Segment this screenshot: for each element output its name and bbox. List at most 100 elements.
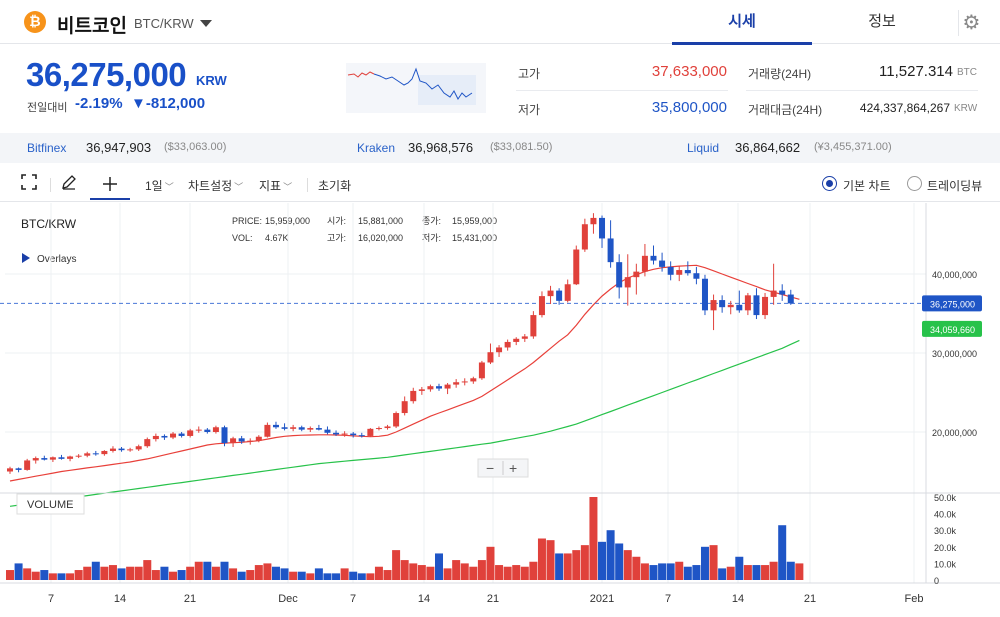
zoom-in-button[interactable]: + [509,460,517,476]
info-vol-value: 4.67K [265,233,289,243]
overlays-caret-icon[interactable] [22,253,30,263]
coin-dropdown-caret-icon[interactable] [200,20,212,27]
volume-bar [709,545,718,580]
x-axis-label: 21 [184,593,196,605]
candle-body [599,217,606,239]
exchange-name[interactable]: Liquid [687,141,720,155]
zoom-out-button[interactable]: − [486,460,494,476]
basic-chart-label[interactable]: 기본 차트 [843,179,891,193]
volume-bar [409,563,418,580]
candle-body [230,438,237,444]
info-open-label: 시가: [327,216,346,226]
candle-body [238,438,245,442]
tradingview-label[interactable]: 트레이딩뷰 [927,179,983,193]
volume-bar [589,497,598,580]
volume-bar [761,565,770,580]
candle-body [315,428,322,430]
crosshair-icon[interactable] [90,170,130,200]
volume-bar [598,541,607,580]
candle-body [324,429,331,433]
basic-chart-radio[interactable] [822,176,837,191]
candle-body [178,433,185,436]
chart-settings-menu[interactable]: 차트설정 ﹀ [188,177,243,194]
volume-bar [477,560,486,580]
candle-body [375,428,382,430]
candle-body [161,435,168,438]
exchange-name[interactable]: Bitfinex [27,141,67,155]
candle-body [624,277,631,288]
volume-bar [460,563,469,580]
volume-bar [314,568,323,580]
exchange-name[interactable]: Kraken [357,141,396,155]
volume-bar [726,566,735,580]
overlays-toggle[interactable]: Overlays [37,254,76,265]
change-label: 전일대비 [27,102,68,114]
candle-body [633,271,640,278]
candle-body [290,427,297,429]
interval-select[interactable]: 1일 ﹀ [145,177,174,194]
chart-settings-label: 차트설정 [188,179,233,193]
info-close-value: 15,959,000 [452,216,497,226]
pencil-icon[interactable] [58,174,80,196]
candle-body [272,424,279,428]
chart-symbol: BTC/KRW [21,217,77,231]
x-axis-label: Dec [278,593,298,605]
volume-bar [778,525,787,580]
current-price-tag: 36,275,000 [930,299,975,309]
toolbar-divider [307,178,308,192]
reset-button[interactable]: 초기화 [318,179,352,193]
volume-bar [237,571,246,580]
volume-bar [623,550,632,580]
coin-name[interactable]: 비트코인 [57,16,127,37]
info-vol-label: VOL: [232,233,253,243]
volume-bar [31,571,40,580]
candle-body [487,352,494,363]
candle-body [24,460,31,470]
volume-pane-button[interactable] [16,493,85,515]
volume-bar [692,565,701,580]
indicators-menu[interactable]: 지표 ﹀ [259,177,292,194]
change-amount: ▼-812,000 [131,95,206,112]
volume-bar [555,553,564,580]
gear-icon[interactable]: ⚙ [958,10,984,36]
candle-body [109,448,116,451]
high-label: 고가 [518,67,541,81]
candle-body [367,428,374,436]
volume-bar [6,570,14,580]
low-label: 저가 [518,103,541,117]
exchange-price: 36,864,662 [735,140,801,155]
coin-pair[interactable]: BTC/KRW [134,16,194,31]
volume-bar [752,565,761,580]
candle-body [341,433,348,435]
info-low-label: 저가: [422,233,441,243]
volume-bar [374,566,383,580]
x-axis-label: 21 [487,593,499,605]
candle-body [581,224,588,250]
volume-bar [40,570,49,580]
expand-icon[interactable] [18,174,40,196]
candle-body [75,455,82,457]
tab-price[interactable]: 시세 [672,0,812,45]
tab-info[interactable]: 정보 [868,13,896,30]
info-open-value: 15,881,000 [358,216,403,226]
ma-short-line [9,264,800,482]
candle-body [144,439,151,447]
candle-body [710,300,717,311]
x-axis-label: 14 [114,593,126,605]
volume-bar [117,568,126,580]
price-chart[interactable]: BTC/KRW Overlays PRICE: 15,959,000 시가: 1… [0,203,1000,617]
candle-body [152,435,159,440]
x-axis-label: 7 [665,593,671,605]
volume-bar [169,571,178,580]
volume-bar [563,553,572,580]
tradingview-radio[interactable] [907,176,922,191]
candle-body [187,430,194,436]
volume-bar [452,560,461,580]
volume-bar [615,543,624,580]
candle-body [247,440,254,442]
candle-body [736,304,743,311]
volume-bar [323,573,332,580]
candle-body [170,433,177,438]
volume-bar [580,545,589,580]
candle-body [727,304,734,308]
